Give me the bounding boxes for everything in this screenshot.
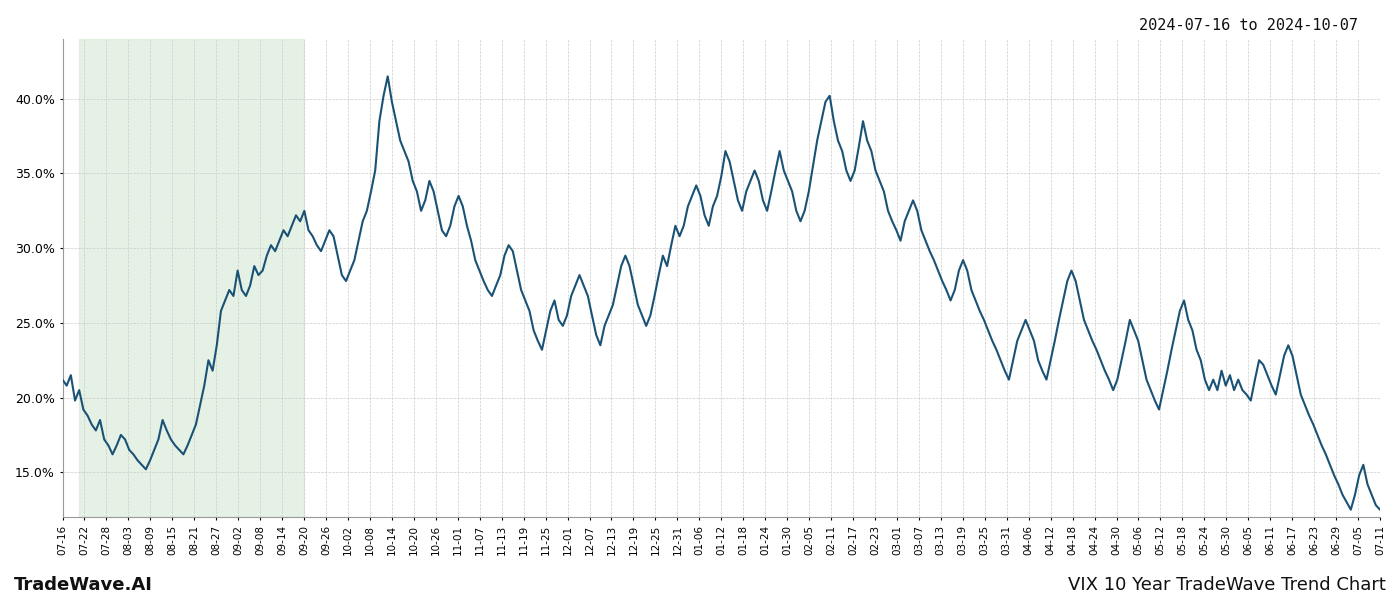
Text: 2024-07-16 to 2024-10-07: 2024-07-16 to 2024-10-07 — [1140, 18, 1358, 33]
Bar — [80, 39, 304, 517]
Text: VIX 10 Year TradeWave Trend Chart: VIX 10 Year TradeWave Trend Chart — [1068, 576, 1386, 594]
Text: TradeWave.AI: TradeWave.AI — [14, 576, 153, 594]
